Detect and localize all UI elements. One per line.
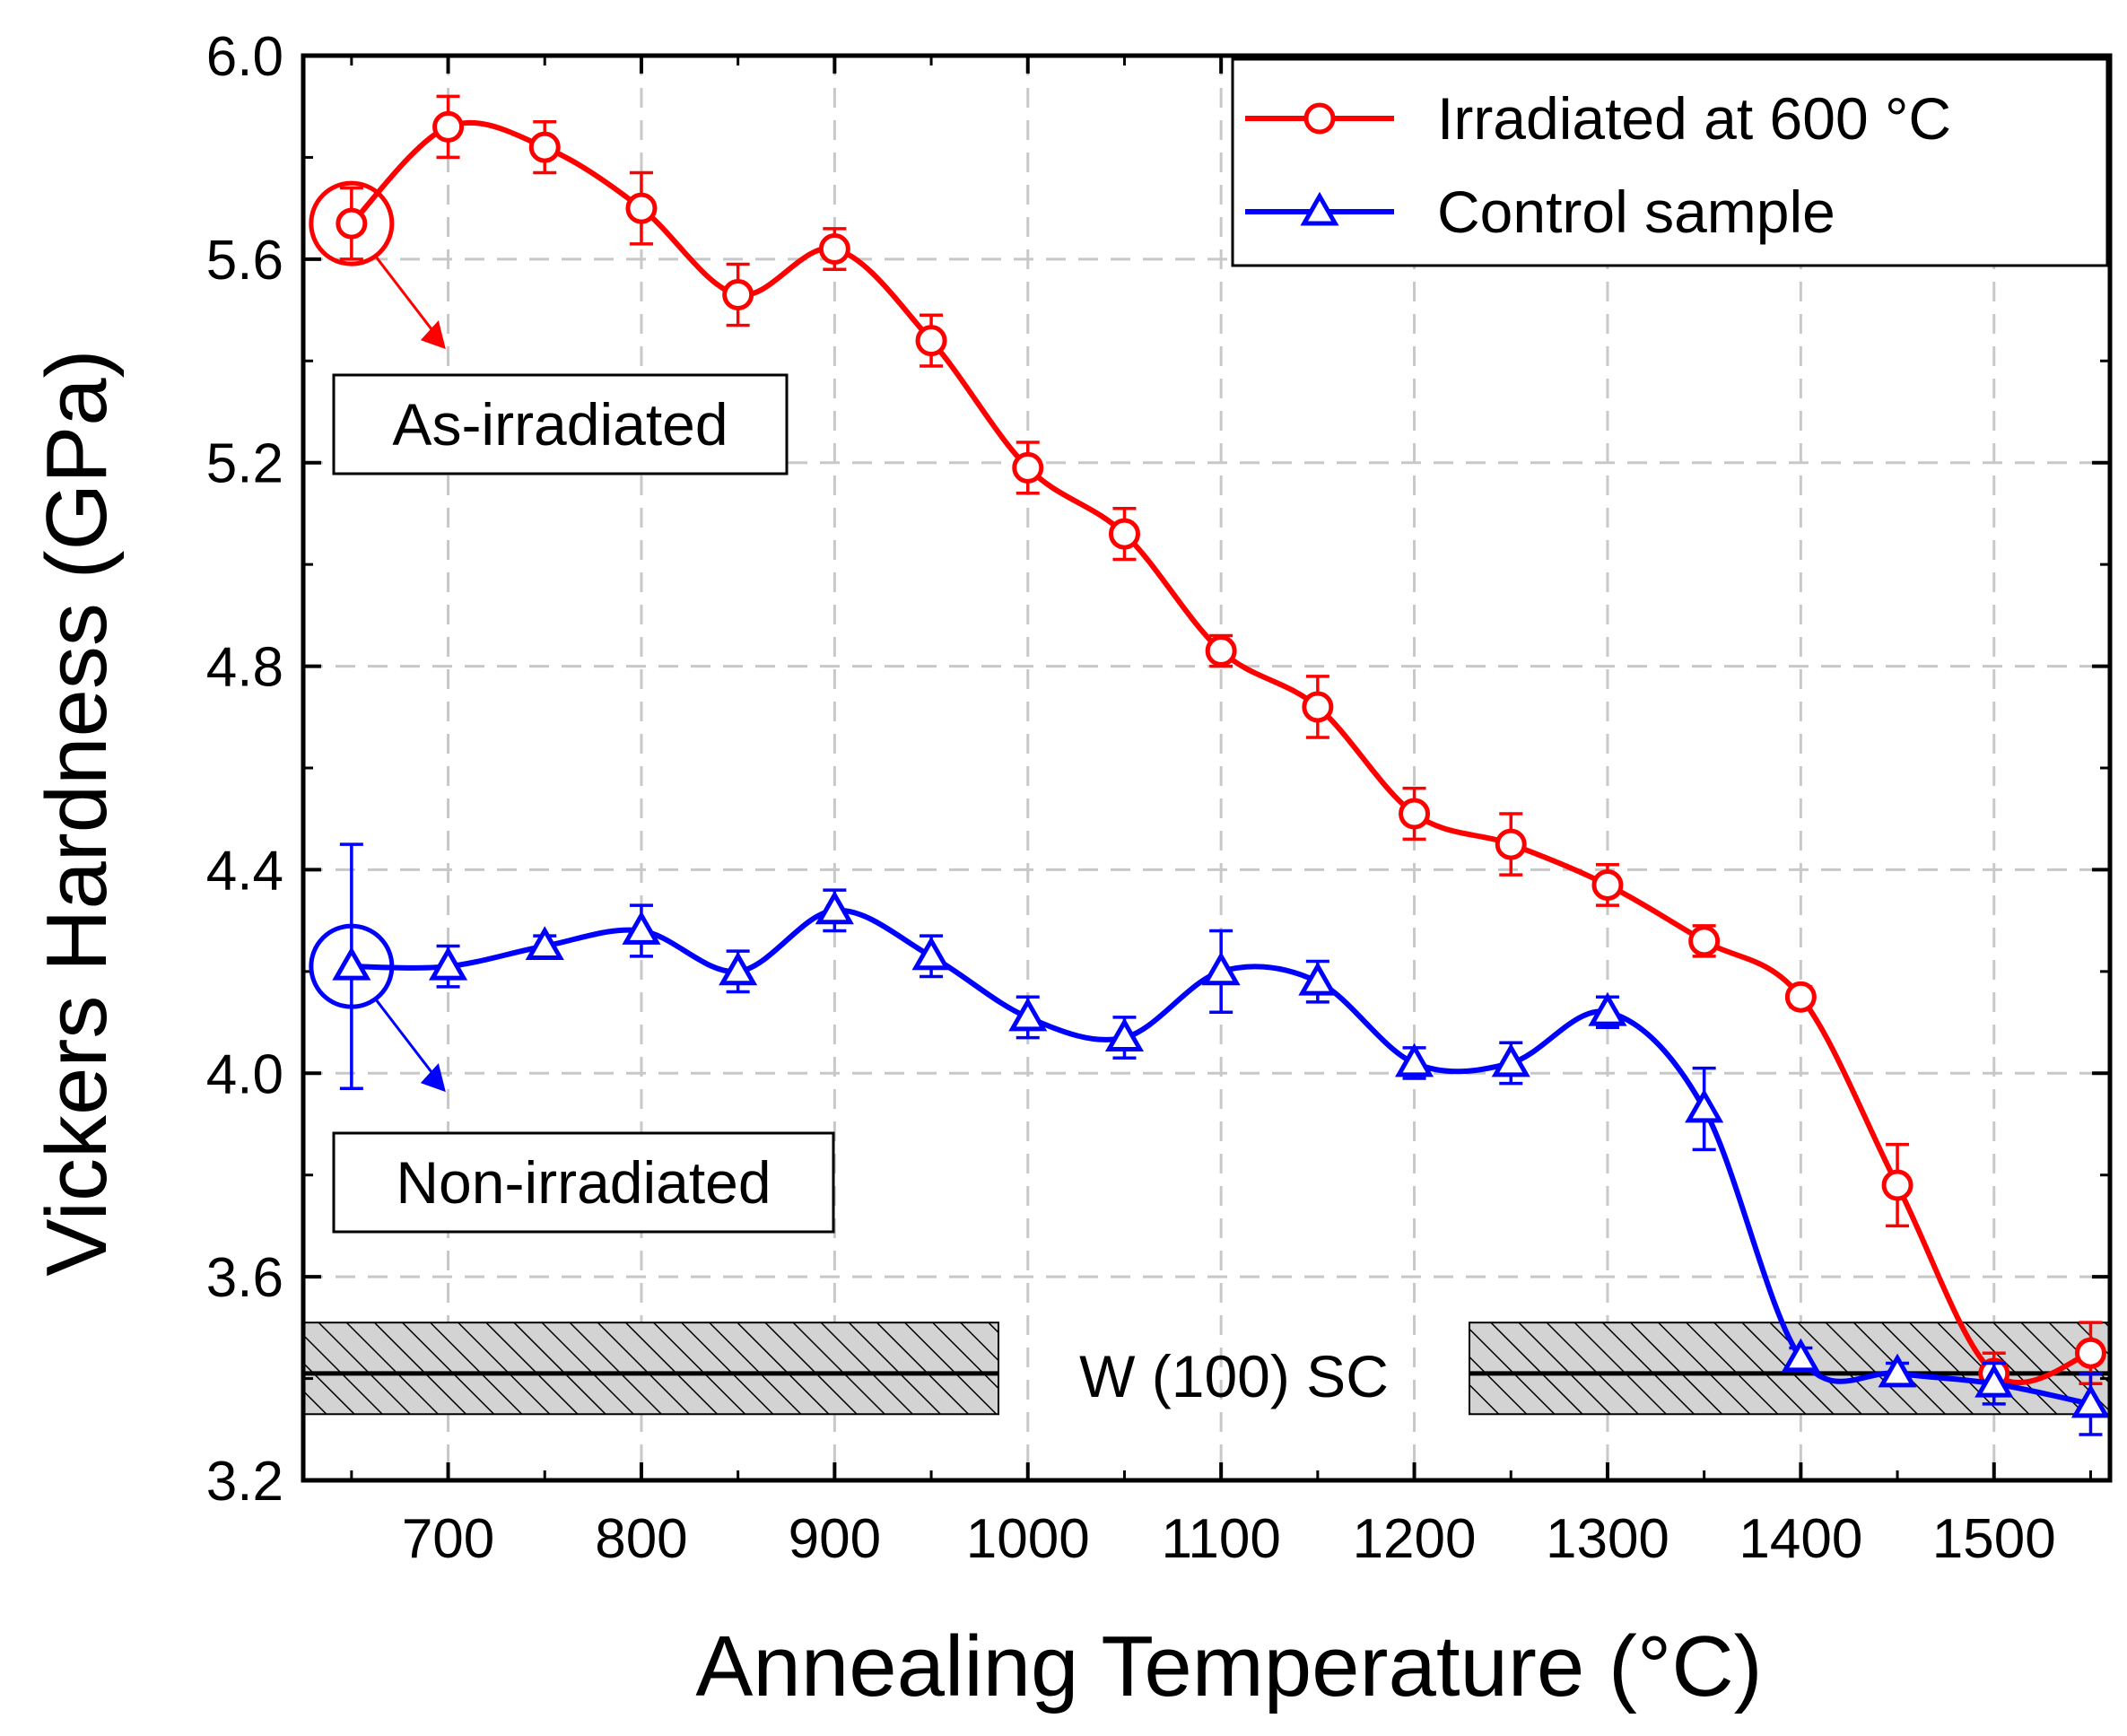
reference-band-rect (302, 1322, 999, 1416)
annotation-arrow-line (375, 999, 440, 1083)
data-point (1298, 961, 1338, 996)
data-point (911, 936, 951, 971)
annotation-as-irradiated: As-irradiated (309, 180, 789, 475)
data-point (622, 911, 661, 945)
data-point (528, 131, 561, 163)
data-point (1008, 997, 1048, 1032)
data-point (815, 890, 854, 925)
x-tick-label: 1000 (966, 1508, 1090, 1570)
data-point (2074, 1337, 2106, 1369)
y-axis-title: Vickers Hardness (GPa) (29, 349, 125, 1276)
plot-frame (301, 53, 2113, 1483)
legend-box (1231, 57, 2109, 267)
x-axis-title: Annealing Temperature (°C) (695, 1618, 1762, 1714)
data-point (2070, 1383, 2111, 1418)
annotation-label: Non-irradiated (396, 1149, 771, 1216)
data-point (1685, 1088, 1724, 1123)
data-point (332, 946, 371, 981)
annotation-box (332, 1131, 835, 1234)
data-point (336, 207, 368, 240)
reference-band-label: W (100) SC (1079, 1343, 1389, 1409)
data-point (1781, 1338, 1820, 1373)
data-point (1201, 951, 1241, 986)
legend-label: Irradiated at 600 °C (1437, 85, 1951, 152)
data-point (1302, 691, 1334, 723)
y-tick-label: 4.4 (206, 840, 283, 902)
legend: Irradiated at 600 °C Control sample (1231, 57, 2109, 267)
x-tick-label: 1400 (1739, 1508, 1862, 1570)
data-point (915, 325, 947, 357)
y-tick-label: 5.2 (206, 433, 283, 495)
y-tick-label: 4.0 (206, 1043, 283, 1105)
legend-marker (1300, 191, 1339, 226)
data-point (1491, 1042, 1530, 1077)
data-point (1399, 798, 1431, 830)
data-point (1108, 518, 1140, 550)
x-tick-label: 900 (789, 1508, 881, 1570)
legend-label: Control sample (1437, 179, 1835, 245)
data-point (1688, 925, 1721, 957)
data-point (1784, 981, 1817, 1013)
y-tick-label: 3.2 (206, 1451, 283, 1513)
x-tick-label: 1200 (1353, 1508, 1477, 1570)
series-irradiated (336, 94, 2106, 1396)
x-tick-label: 1500 (1932, 1508, 2056, 1570)
annotation-box (332, 373, 789, 475)
data-point (1205, 635, 1237, 667)
annotations: As-irradiated Non-irradiated (309, 180, 835, 1234)
annotation-label: As-irradiated (392, 391, 728, 458)
x-tick-label: 800 (595, 1508, 687, 1570)
x-tick-label: 1100 (1161, 1508, 1280, 1570)
data-point (428, 946, 468, 981)
data-point (722, 279, 754, 311)
y-tick-label: 5.6 (206, 230, 283, 292)
data-point (525, 926, 564, 960)
arrow-head-icon (420, 320, 446, 350)
data-point (625, 192, 658, 224)
data-point (1881, 1169, 1913, 1201)
data-point (1012, 451, 1044, 484)
data-point (1588, 991, 1627, 1026)
data-point (818, 233, 850, 266)
data-point (432, 110, 465, 143)
data-point (1591, 868, 1624, 901)
data-point (1394, 1042, 1434, 1077)
y-tick-label: 4.8 (206, 637, 283, 699)
grid-lines (303, 56, 2110, 1480)
highlight-circle (309, 923, 395, 1009)
legend-marker (1303, 102, 1336, 135)
highlight-circle (309, 180, 395, 266)
data-point (1495, 828, 1527, 860)
data-point (719, 951, 758, 986)
series-control (332, 842, 2111, 1436)
data-point (1878, 1353, 1917, 1388)
y-tick-label: 6.0 (206, 26, 283, 88)
y-tick-label: 3.6 (206, 1247, 283, 1309)
arrow-head-icon (420, 1063, 446, 1093)
reference-band: W (100) SC (302, 1322, 2111, 1416)
annotation-non-irradiated: Non-irradiated (309, 923, 835, 1234)
x-tick-label: 1300 (1546, 1508, 1669, 1570)
x-tick-label: 700 (402, 1508, 494, 1570)
annotation-arrow-line (375, 257, 440, 340)
axes: 700 800 900 1000 1100 1200 1300 1400 1500 3.2 3.6 4… (29, 26, 2113, 1714)
data-point (1104, 1017, 1145, 1052)
data-point (1974, 1363, 2014, 1398)
data-series (332, 94, 2111, 1436)
